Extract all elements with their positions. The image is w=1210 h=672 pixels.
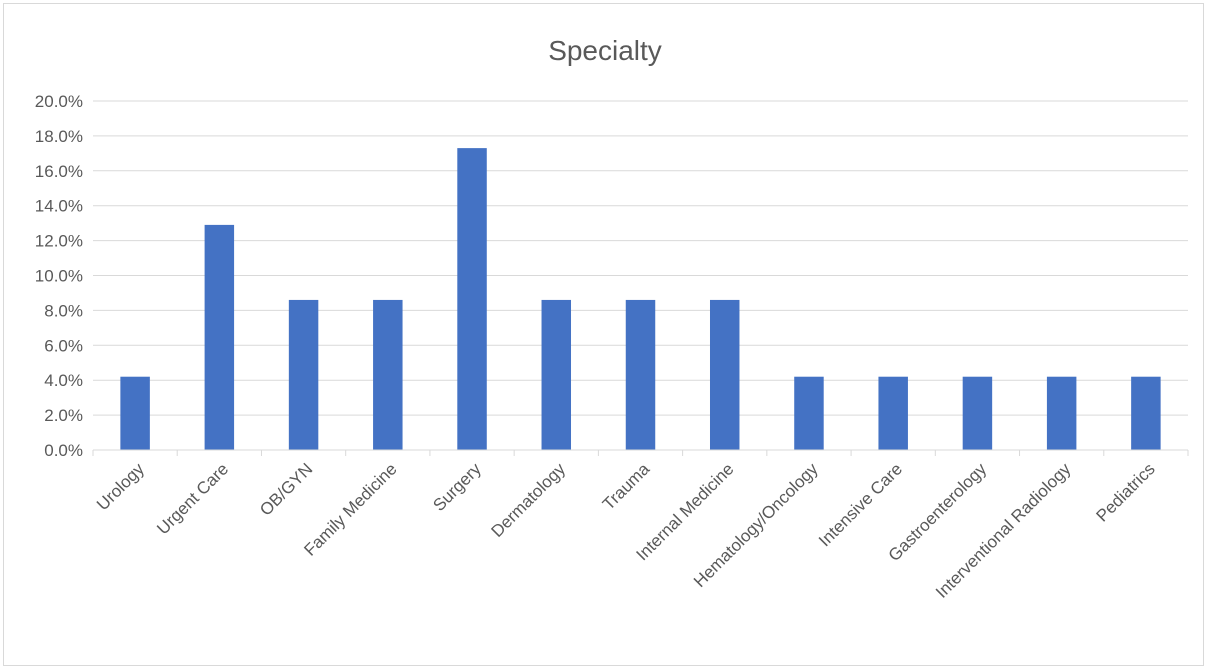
y-tick-label: 18.0% — [35, 127, 83, 146]
chart-title: Specialty — [548, 35, 662, 66]
y-tick-label: 8.0% — [44, 301, 83, 320]
bar — [709, 299, 740, 450]
bar — [1046, 376, 1077, 450]
x-tick-label: Dermatology — [488, 459, 570, 541]
y-tick-label: 14.0% — [35, 197, 83, 216]
bar — [120, 376, 150, 450]
bar — [962, 376, 993, 450]
x-tick-label: OB/GYN — [256, 459, 316, 519]
bar — [878, 376, 908, 450]
x-tick-label: Urology — [93, 459, 148, 514]
x-tick-label: Trauma — [599, 459, 654, 514]
bar — [288, 299, 319, 450]
bar — [541, 299, 572, 450]
y-tick-label: 20.0% — [35, 92, 83, 111]
bar — [373, 299, 403, 450]
y-tick-label: 2.0% — [44, 406, 83, 425]
y-axis-tick-labels: 0.0% 2.0% 4.0% 6.0% 8.0% 10.0% 12.0% 14.0% 16.0%… — [35, 92, 83, 460]
bars — [120, 148, 1161, 451]
x-tick-label: Interventional Radiology — [932, 459, 1075, 602]
bar — [625, 299, 656, 450]
bar — [794, 376, 824, 450]
gridlines — [93, 100, 1188, 416]
chart-frame — [3, 3, 1204, 666]
y-tick-label: 12.0% — [35, 232, 83, 251]
bar — [457, 148, 487, 451]
y-tick-label: 6.0% — [44, 336, 83, 355]
y-tick-label: 0.0% — [44, 441, 83, 460]
y-tick-label: 4.0% — [44, 371, 83, 390]
x-tick-label: Surgery — [429, 459, 485, 515]
y-tick-label: 16.0% — [35, 162, 83, 181]
x-axis — [92, 449, 1189, 456]
bar — [204, 224, 235, 450]
x-tick-label: Intensive Care — [815, 459, 906, 550]
x-tick-label: Pediatrics — [1092, 459, 1158, 525]
x-tick-label: Urgent Care — [153, 459, 232, 538]
y-tick-label: 10.0% — [35, 267, 83, 286]
x-tick-label: Family Medicine — [300, 459, 400, 559]
bar — [1131, 376, 1161, 450]
